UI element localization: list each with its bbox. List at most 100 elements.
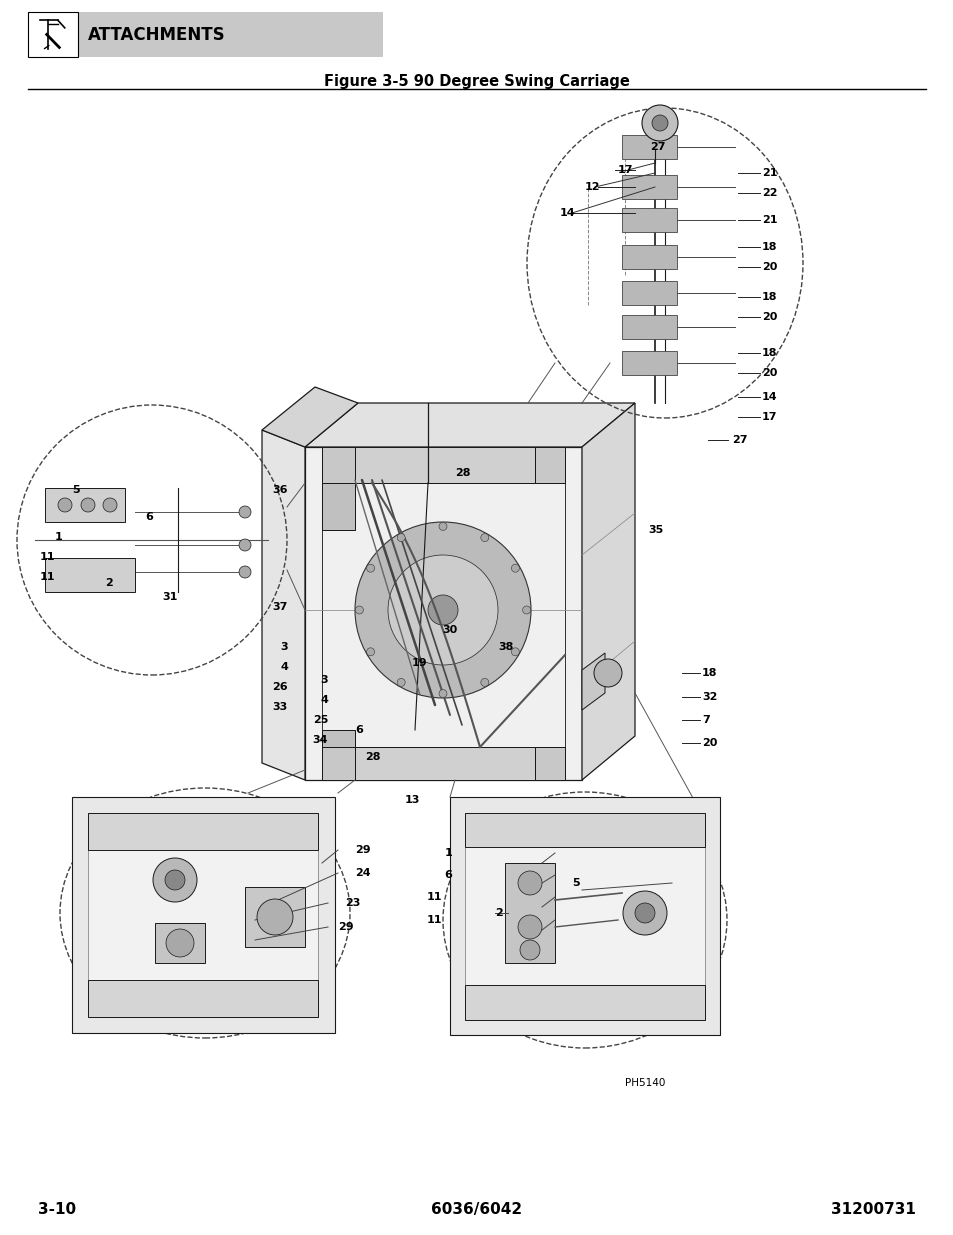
Text: 20: 20 [761, 368, 777, 378]
Text: 11: 11 [39, 572, 55, 582]
Polygon shape [88, 813, 317, 850]
Circle shape [355, 606, 363, 614]
Polygon shape [45, 488, 125, 522]
Polygon shape [322, 747, 355, 781]
Polygon shape [71, 797, 335, 1032]
Text: 37: 37 [273, 601, 288, 613]
Text: 13: 13 [405, 795, 420, 805]
Polygon shape [305, 403, 635, 447]
Polygon shape [322, 447, 564, 483]
FancyBboxPatch shape [28, 12, 382, 57]
Circle shape [438, 689, 447, 698]
FancyBboxPatch shape [621, 135, 677, 159]
Circle shape [239, 506, 251, 517]
Circle shape [256, 899, 293, 935]
Polygon shape [581, 653, 604, 710]
Text: 12: 12 [584, 182, 599, 191]
Polygon shape [464, 813, 704, 1020]
Text: 31: 31 [162, 592, 177, 601]
Circle shape [517, 915, 541, 939]
Polygon shape [464, 986, 704, 1020]
Text: 6: 6 [355, 725, 362, 735]
Circle shape [480, 534, 488, 542]
Text: 1: 1 [54, 532, 62, 542]
Text: 1: 1 [444, 848, 452, 858]
Text: 6036/6042: 6036/6042 [431, 1203, 522, 1218]
Circle shape [366, 648, 375, 656]
Text: 18: 18 [761, 242, 777, 252]
Circle shape [511, 648, 518, 656]
Text: 27: 27 [731, 435, 747, 445]
FancyBboxPatch shape [621, 207, 677, 232]
Polygon shape [535, 447, 564, 483]
Text: 14: 14 [559, 207, 575, 219]
Text: 11: 11 [39, 552, 55, 562]
Text: 28: 28 [455, 468, 470, 478]
Circle shape [428, 595, 457, 625]
Text: 11: 11 [426, 892, 441, 902]
Polygon shape [535, 747, 564, 781]
Text: 4: 4 [280, 662, 288, 672]
Circle shape [651, 115, 667, 131]
Polygon shape [305, 447, 581, 781]
Text: 5: 5 [71, 485, 79, 495]
Circle shape [438, 522, 447, 530]
Text: 5: 5 [572, 878, 579, 888]
Circle shape [522, 606, 530, 614]
FancyBboxPatch shape [621, 351, 677, 375]
Circle shape [165, 869, 185, 890]
Circle shape [517, 871, 541, 895]
Text: 2: 2 [105, 578, 112, 588]
Text: 3: 3 [280, 642, 288, 652]
Text: 21: 21 [761, 215, 777, 225]
Circle shape [239, 538, 251, 551]
Circle shape [519, 940, 539, 960]
Circle shape [355, 522, 531, 698]
Polygon shape [581, 403, 635, 781]
Circle shape [166, 929, 193, 957]
Polygon shape [45, 558, 135, 592]
Text: 33: 33 [273, 701, 288, 713]
FancyBboxPatch shape [621, 315, 677, 338]
Polygon shape [322, 730, 355, 747]
Circle shape [366, 564, 375, 572]
Text: 29: 29 [355, 845, 370, 855]
Text: 3-10: 3-10 [38, 1203, 76, 1218]
Circle shape [81, 498, 95, 513]
Circle shape [58, 498, 71, 513]
Text: 35: 35 [647, 525, 662, 535]
Text: 7: 7 [701, 715, 709, 725]
Text: 20: 20 [761, 262, 777, 272]
Polygon shape [322, 447, 355, 483]
FancyBboxPatch shape [621, 282, 677, 305]
Circle shape [239, 566, 251, 578]
Text: 27: 27 [650, 142, 665, 152]
Polygon shape [322, 747, 564, 781]
Circle shape [594, 659, 621, 687]
Circle shape [388, 555, 497, 664]
Text: 25: 25 [313, 715, 328, 725]
Text: 20: 20 [701, 739, 717, 748]
Text: 34: 34 [313, 735, 328, 745]
Text: 32: 32 [701, 692, 717, 701]
Polygon shape [154, 923, 205, 963]
Polygon shape [262, 430, 305, 781]
Text: 21: 21 [761, 168, 777, 178]
Circle shape [622, 890, 666, 935]
FancyBboxPatch shape [28, 12, 78, 57]
Text: 22: 22 [761, 188, 777, 198]
Polygon shape [262, 387, 357, 447]
Text: 11: 11 [426, 915, 441, 925]
Text: ATTACHMENTS: ATTACHMENTS [88, 26, 226, 43]
Text: Figure 3-5 90 Degree Swing Carriage: Figure 3-5 90 Degree Swing Carriage [324, 74, 629, 89]
Text: 17: 17 [761, 412, 777, 422]
Text: 24: 24 [355, 868, 370, 878]
Polygon shape [464, 813, 704, 847]
Polygon shape [504, 863, 555, 963]
Text: 29: 29 [337, 923, 354, 932]
Circle shape [396, 534, 405, 542]
Text: 14: 14 [761, 391, 777, 403]
Circle shape [152, 858, 196, 902]
Text: 20: 20 [761, 312, 777, 322]
Text: 19: 19 [412, 658, 427, 668]
